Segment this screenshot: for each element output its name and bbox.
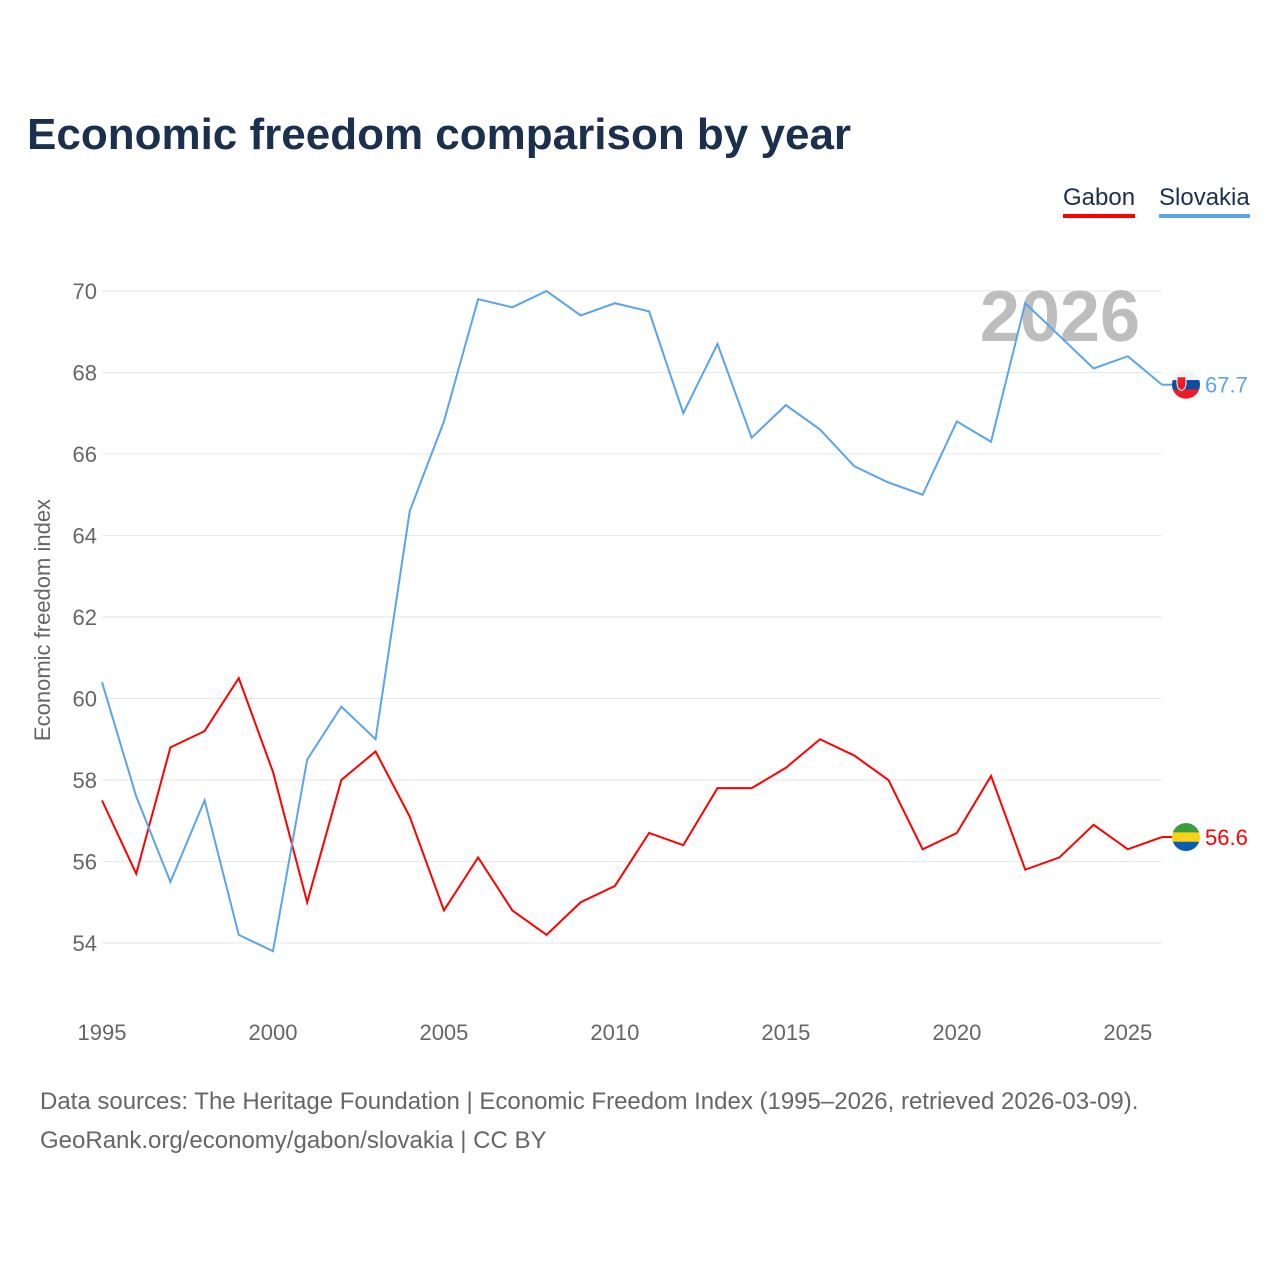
y-tick-label: 64 xyxy=(73,524,97,549)
y-axis-label: Economic freedom index xyxy=(30,499,55,741)
y-tick-label: 56 xyxy=(73,850,97,875)
y-tick-label: 68 xyxy=(73,361,97,386)
chart-title: Economic freedom comparison by year xyxy=(27,110,852,159)
credit-link[interactable]: GeoRank.org/economy/gabon/slovakia | CC … xyxy=(40,1127,547,1154)
end-value-label-slovakia: 67.7 xyxy=(1205,373,1248,398)
year-watermark: 2026 xyxy=(980,277,1140,357)
series-line-slovakia xyxy=(101,289,1163,953)
x-tick-label: 2010 xyxy=(590,1020,639,1045)
legend-slovakia[interactable]: Slovakia xyxy=(1159,184,1250,218)
y-tick-label: 66 xyxy=(73,442,97,467)
slovakia-flag-icon xyxy=(1172,370,1200,399)
x-tick-label: 2005 xyxy=(419,1020,468,1045)
legend-gabon[interactable]: Gabon xyxy=(1063,184,1136,218)
x-tick-label: 2000 xyxy=(248,1020,297,1045)
y-tick-label: 58 xyxy=(73,768,97,793)
y-tick-label: 60 xyxy=(73,687,97,712)
gabon-flag-icon xyxy=(1172,823,1200,852)
x-tick-label: 2025 xyxy=(1103,1020,1152,1045)
y-tick-label: 62 xyxy=(73,605,97,630)
y-tick-label: 54 xyxy=(73,931,97,956)
x-tick-label: 2015 xyxy=(761,1020,810,1045)
end-value-label-gabon: 56.6 xyxy=(1205,825,1248,850)
x-tick-label: 2020 xyxy=(932,1020,981,1045)
series-line-gabon xyxy=(101,675,1163,937)
y-tick-label: 70 xyxy=(73,279,97,304)
x-tick-label: 1995 xyxy=(78,1020,127,1045)
data-source: Data sources: The Heritage Foundation | … xyxy=(40,1088,1139,1115)
